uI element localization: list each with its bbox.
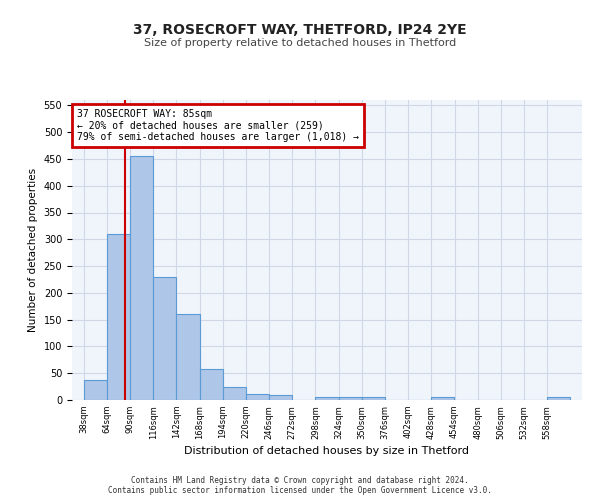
Bar — [199, 370, 223, 400]
Bar — [431, 398, 455, 400]
Bar — [316, 398, 338, 400]
Bar — [246, 394, 269, 400]
Text: 37 ROSECROFT WAY: 85sqm
← 20% of detached houses are smaller (259)
79% of semi-d: 37 ROSECROFT WAY: 85sqm ← 20% of detache… — [77, 109, 359, 142]
Bar — [269, 394, 292, 400]
Bar — [338, 398, 362, 400]
Bar — [83, 380, 107, 400]
Bar — [547, 398, 571, 400]
Bar — [153, 277, 176, 400]
Text: 37, ROSECROFT WAY, THETFORD, IP24 2YE: 37, ROSECROFT WAY, THETFORD, IP24 2YE — [133, 22, 467, 36]
Text: Size of property relative to detached houses in Thetford: Size of property relative to detached ho… — [144, 38, 456, 48]
Bar — [107, 234, 130, 400]
X-axis label: Distribution of detached houses by size in Thetford: Distribution of detached houses by size … — [185, 446, 470, 456]
Bar — [223, 386, 246, 400]
Y-axis label: Number of detached properties: Number of detached properties — [28, 168, 38, 332]
Bar — [176, 314, 199, 400]
Bar — [362, 398, 385, 400]
Text: Contains HM Land Registry data © Crown copyright and database right 2024.
Contai: Contains HM Land Registry data © Crown c… — [108, 476, 492, 495]
Bar — [130, 156, 153, 400]
